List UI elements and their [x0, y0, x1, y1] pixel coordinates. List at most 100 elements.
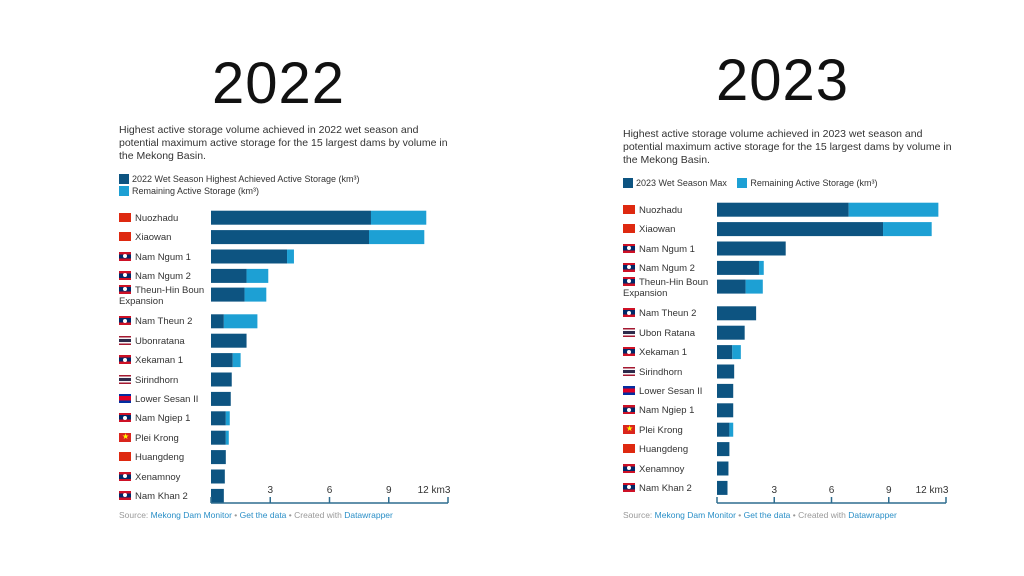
legend-label: 2023 Wet Season Max [636, 178, 727, 188]
category-label: Nam Ngum 1 [119, 251, 191, 263]
category-label: Xekaman 1 [119, 355, 183, 366]
bar-remaining [287, 249, 294, 264]
category-label: Nam Ngum 2 [119, 270, 191, 282]
flag-icon-kh [623, 385, 635, 395]
category-label: Lower Sesan II [119, 393, 198, 405]
flag-icon-th [623, 366, 635, 376]
bar-achieved [717, 222, 884, 237]
bar-remaining [370, 210, 427, 225]
x-tick-label: 12 km3 [418, 485, 451, 496]
category-label: Theun-Hin Boun Expansion [119, 284, 204, 307]
legend-label: Remaining Active Storage (km³) [750, 178, 878, 188]
get-the-data-link[interactable]: Get the data [743, 510, 791, 520]
bar-remaining [732, 345, 741, 360]
datawrapper-link[interactable]: Datawrapper [344, 510, 393, 520]
category-label-text: Theun-Hin Boun [639, 276, 709, 288]
flag-icon-la [623, 347, 635, 357]
category-label: Huangdeng [623, 444, 688, 455]
chart-subtitle: Highest active storage volume achieved i… [119, 124, 448, 162]
category-label-text: Nam Ngiep 1 [135, 413, 191, 425]
category-label: Nam Ngiep 1 [623, 405, 694, 416]
category-label: Nam Khan 2 [623, 482, 692, 494]
category-label-text: Xiaowan [135, 232, 172, 244]
bar-achieved [211, 372, 232, 387]
flag-icon-th [119, 335, 131, 345]
bar-remaining [369, 230, 425, 245]
chart-year-title: 2022 [212, 51, 346, 116]
category-label-text: Plei Krong [639, 424, 683, 436]
bar-remaining [729, 422, 734, 437]
category-label-text: Nam Ngum 1 [135, 251, 191, 263]
bar-remaining [758, 260, 764, 275]
category-label-text: Nuozhadu [135, 212, 179, 224]
category-label: Xiaowan [119, 232, 171, 243]
flag-icon-la [623, 405, 635, 415]
bar-achieved [717, 442, 730, 457]
legend-item-achieved: 2023 Wet Season Max [623, 177, 727, 189]
bar-achieved [211, 469, 225, 484]
category-label-text: Expansion [623, 287, 668, 299]
bar-achieved [211, 411, 226, 426]
bar-achieved [717, 461, 729, 476]
legend-item-achieved: 2022 Wet Season Highest Achieved Active … [119, 173, 359, 185]
x-tick-label: 9 [386, 485, 392, 496]
category-label: Xenamnoy [119, 471, 181, 483]
bar-achieved [717, 422, 730, 437]
bar-remaining [246, 268, 269, 283]
flag-icon-la [623, 308, 635, 318]
flag-icon-la [119, 490, 131, 500]
category-label: Nam Theun 2 [623, 308, 696, 319]
category-label-text: Xekaman 1 [135, 355, 184, 367]
bar-achieved [211, 210, 371, 225]
flag-icon-cn [623, 204, 635, 214]
bar-achieved [717, 480, 728, 495]
datawrapper-link[interactable]: Datawrapper [848, 510, 897, 520]
source-line: Source: Mekong Dam Monitor • Get the dat… [623, 510, 897, 520]
source-sep: • [231, 510, 240, 520]
flag-icon-cn [623, 224, 635, 234]
bar-achieved [211, 450, 226, 465]
legend-item-remaining: Remaining Active Storage (km³) [119, 185, 359, 197]
bar-achieved [211, 430, 226, 445]
source-link-mekong-dam-monitor[interactable]: Mekong Dam Monitor [150, 510, 232, 520]
x-tick-label: 9 [886, 485, 892, 496]
bar-remaining [225, 430, 229, 445]
x-tick-label: 6 [327, 485, 333, 496]
category-label: Nam Ngum 1 [623, 243, 695, 255]
flag-icon-kh [119, 393, 131, 403]
category-label-text: Nuozhadu [639, 204, 683, 216]
category-label-text: Xekaman 1 [639, 347, 688, 359]
legend-item-remaining: Remaining Active Storage (km³) [737, 177, 877, 189]
flag-icon-la [119, 413, 131, 423]
source-prefix: Source: [119, 510, 151, 520]
category-label-text: Xenamnoy [135, 471, 181, 483]
source-link-mekong-dam-monitor[interactable]: Mekong Dam Monitor [654, 510, 736, 520]
category-label-text: Sirindhorn [135, 374, 179, 386]
bar-achieved [211, 488, 224, 503]
category-label: Lower Sesan II [623, 385, 703, 397]
x-tick-label: 3 [771, 485, 777, 496]
category-label: Xekaman 1 [623, 347, 687, 358]
category-label-text: Sirindhorn [639, 366, 683, 378]
category-label-text: Nam Theun 2 [639, 308, 697, 320]
category-label: Sirindhorn [623, 366, 683, 378]
category-label-text: Nam Ngiep 1 [639, 405, 695, 417]
category-label-text: Expansion [119, 295, 164, 307]
bar-achieved [211, 391, 231, 406]
bar-achieved [717, 306, 757, 321]
bar-achieved [717, 202, 849, 217]
category-label: Nuozhadu [623, 204, 683, 216]
category-label: Nam Theun 2 [119, 316, 192, 327]
category-label-text: Xiaowan [639, 224, 676, 236]
flag-icon-cn [119, 232, 131, 242]
category-label: Ubon Ratana [623, 327, 695, 339]
category-label: Xenamnoy [623, 463, 684, 475]
category-label-text: Lower Sesan II [639, 385, 703, 397]
flag-icon-la [119, 471, 131, 481]
category-label-text: Ubon Ratana [639, 327, 695, 339]
get-the-data-link[interactable]: Get the data [239, 510, 287, 520]
flag-icon-la [119, 316, 131, 326]
flag-icon-cn [119, 452, 131, 462]
source-sep: • [735, 510, 744, 520]
